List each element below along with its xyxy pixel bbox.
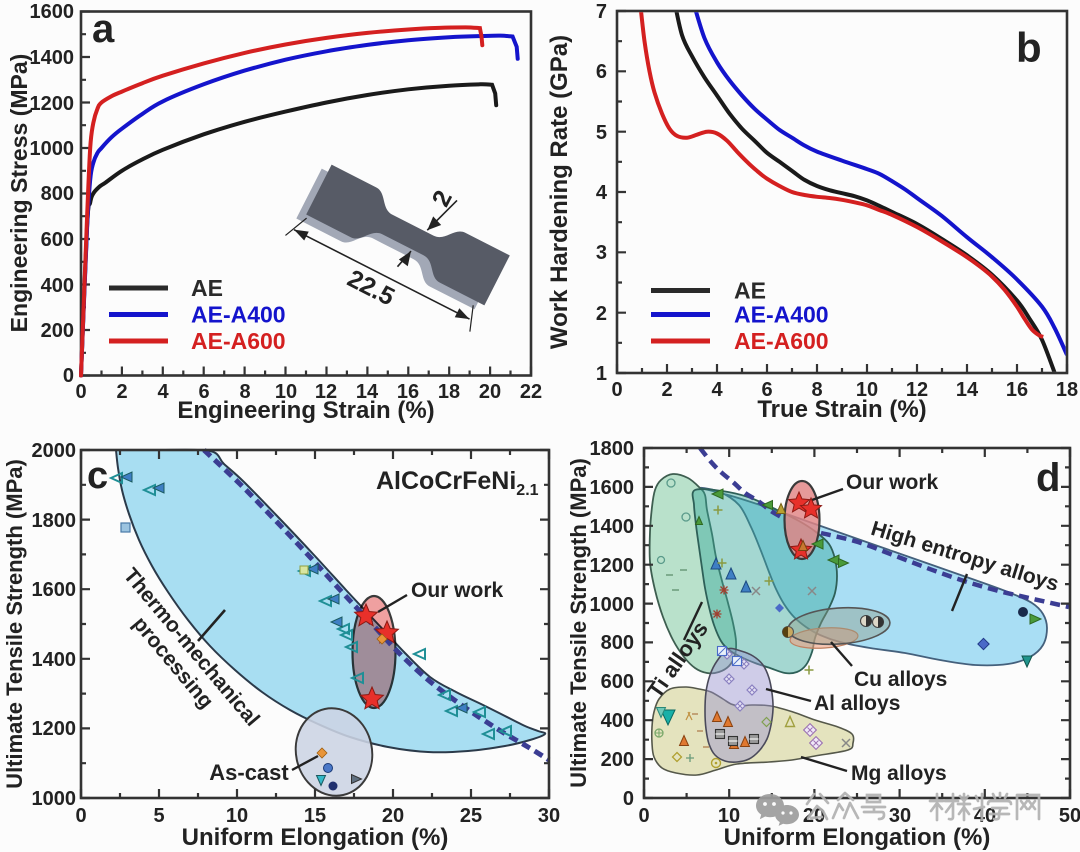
svg-text:2: 2 (661, 379, 672, 401)
svg-text:True Strain (%): True Strain (%) (757, 396, 926, 423)
svg-text:AlCoCrFeNi2.1: AlCoCrFeNi2.1 (376, 467, 539, 499)
svg-text:1: 1 (596, 363, 607, 385)
svg-text:AE: AE (734, 278, 766, 304)
svg-text:2000: 2000 (32, 440, 77, 462)
svg-text:5: 5 (596, 122, 607, 144)
svg-text:10: 10 (718, 805, 740, 827)
svg-text:800: 800 (601, 632, 634, 654)
svg-text:Ultimate Tensile Strength (MPa: Ultimate Tensile Strength (MPa) (566, 458, 591, 788)
svg-text:Engineering Stress (MPa): Engineering Stress (MPa) (6, 54, 32, 333)
svg-text:16: 16 (1006, 379, 1028, 401)
svg-text:200: 200 (601, 749, 634, 771)
svg-text:600: 600 (41, 229, 74, 251)
svg-text:1200: 1200 (32, 718, 77, 740)
svg-text:20: 20 (479, 381, 501, 403)
svg-text:800: 800 (41, 183, 74, 205)
svg-text:AE-A400: AE-A400 (734, 302, 829, 328)
svg-text:18: 18 (1056, 379, 1078, 401)
svg-text:d: d (1036, 456, 1060, 500)
svg-text:1800: 1800 (590, 438, 635, 460)
svg-text:12: 12 (315, 381, 337, 403)
svg-text:AE-A600: AE-A600 (734, 328, 829, 354)
svg-text:Uniform Elongation (%): Uniform Elongation (%) (182, 824, 449, 851)
svg-text:1000: 1000 (30, 138, 75, 160)
svg-text:14: 14 (356, 381, 379, 403)
svg-text:Uniform Elongation (%): Uniform Elongation (%) (724, 824, 991, 851)
svg-text:4: 4 (711, 379, 723, 401)
svg-text:0: 0 (611, 379, 622, 401)
svg-text:Our work: Our work (846, 471, 939, 494)
svg-text:1200: 1200 (590, 555, 635, 577)
svg-text:600: 600 (601, 671, 634, 693)
svg-text:AE-A600: AE-A600 (191, 328, 286, 354)
svg-text:0: 0 (63, 365, 74, 387)
svg-text:30: 30 (538, 805, 560, 827)
svg-text:b: b (1016, 24, 1042, 71)
svg-text:16: 16 (397, 381, 419, 403)
svg-text:c: c (87, 455, 108, 497)
svg-text:4: 4 (596, 182, 608, 204)
svg-text:0: 0 (623, 788, 634, 810)
svg-text:6: 6 (596, 61, 607, 83)
svg-text:AE: AE (191, 275, 223, 301)
svg-text:8: 8 (811, 379, 822, 401)
svg-text:Work Hardening Rate (GPa): Work Hardening Rate (GPa) (546, 35, 573, 349)
svg-text:1400: 1400 (30, 47, 75, 69)
svg-text:10: 10 (226, 805, 248, 827)
svg-text:1600: 1600 (30, 1, 75, 23)
svg-text:400: 400 (601, 710, 634, 732)
svg-text:12: 12 (906, 379, 928, 401)
svg-text:1000: 1000 (32, 788, 77, 810)
svg-text:15: 15 (304, 805, 326, 827)
svg-text:1400: 1400 (32, 649, 77, 671)
svg-text:1200: 1200 (30, 93, 75, 115)
svg-text:Cu alloys: Cu alloys (854, 668, 947, 691)
svg-text:400: 400 (41, 275, 74, 297)
svg-text:5: 5 (153, 805, 164, 827)
svg-text:14: 14 (956, 379, 979, 401)
svg-text:1600: 1600 (590, 477, 635, 499)
svg-text:1800: 1800 (32, 510, 77, 532)
svg-text:2: 2 (596, 303, 607, 325)
svg-text:Al alloys: Al alloys (814, 692, 900, 715)
svg-text:0: 0 (75, 381, 86, 403)
svg-text:0: 0 (638, 805, 649, 827)
svg-text:As-cast: As-cast (209, 760, 289, 785)
svg-text:6: 6 (761, 379, 772, 401)
svg-text:200: 200 (41, 320, 74, 342)
svg-text:22: 22 (520, 381, 542, 403)
svg-text:10: 10 (275, 381, 297, 403)
svg-text:1000: 1000 (590, 594, 635, 616)
svg-text:10: 10 (856, 379, 878, 401)
svg-text:4: 4 (157, 381, 169, 403)
svg-text:Ultimate Tensile Strength (MPa: Ultimate Tensile Strength (MPa) (2, 459, 27, 789)
svg-text:7: 7 (596, 1, 607, 23)
svg-text:2: 2 (116, 381, 127, 403)
svg-text:Mg alloys: Mg alloys (851, 762, 947, 785)
svg-text:20: 20 (803, 805, 825, 827)
svg-text:1400: 1400 (590, 516, 635, 538)
svg-text:18: 18 (438, 381, 460, 403)
svg-text:30: 30 (889, 805, 911, 827)
svg-text:a: a (92, 7, 115, 51)
svg-text:20: 20 (382, 805, 404, 827)
svg-text:8: 8 (239, 381, 250, 403)
svg-text:Our work: Our work (411, 579, 504, 602)
svg-text:3: 3 (596, 242, 607, 264)
svg-text:6: 6 (198, 381, 209, 403)
svg-text:1600: 1600 (32, 579, 77, 601)
svg-text:Engineering Strain (%): Engineering Strain (%) (177, 397, 434, 424)
svg-text:AE-A400: AE-A400 (191, 302, 286, 328)
svg-text:40: 40 (974, 805, 996, 827)
svg-text:25: 25 (460, 805, 482, 827)
svg-text:50: 50 (1059, 805, 1080, 827)
svg-text:0: 0 (75, 805, 86, 827)
